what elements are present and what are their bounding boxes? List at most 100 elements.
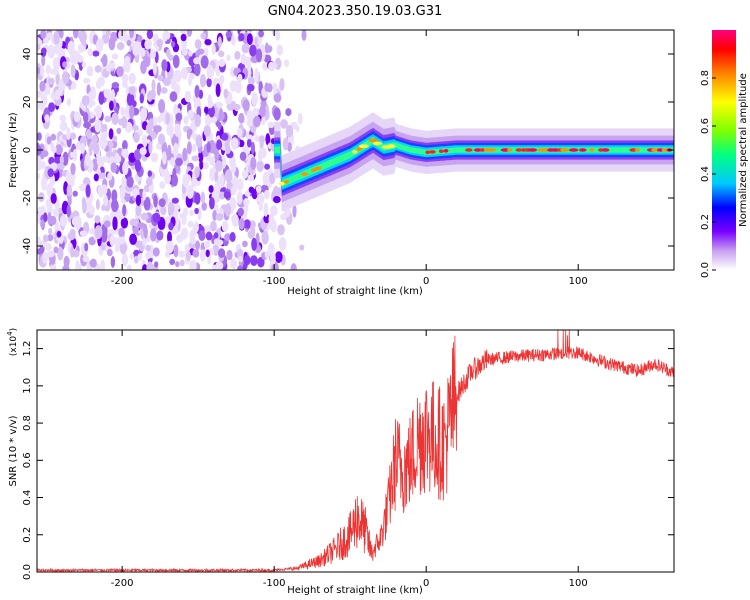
heatmap-cell [236,191,243,205]
heatmap-cell [254,36,259,44]
heatmap-cell [236,127,243,138]
heatmap-cell [84,153,91,167]
heatmap-cell [166,48,171,58]
heatmap-cell [97,76,105,87]
heatmap-cell [194,85,200,98]
heatmap-cell [256,35,263,45]
heatmap-hotspot [300,172,309,176]
heatmap-cell [181,191,187,201]
figure-title: GN04.2023.350.19.03.G31 [268,4,443,19]
heatmap-cell [75,259,80,270]
heatmap-cell [189,259,197,270]
heatmap-cell [255,48,263,63]
heatmap-cell [206,142,211,153]
heatmap-cell [122,140,128,151]
heatmap-cell [225,31,233,38]
heatmap-cell [66,127,71,141]
heatmap-cell [215,83,221,97]
heatmap-cell [191,155,200,162]
heatmap-cell [239,151,247,161]
heatmap-cell [107,172,113,181]
heatmap-hotspot [515,148,523,152]
heatmap-cell [110,162,118,173]
colorbar-gradient [712,30,736,270]
heatmap-cell [99,135,108,150]
heatmap-cell [194,207,199,215]
heatmap-cell [225,169,233,183]
heatmap-cell [62,61,67,68]
heatmap-cell [246,109,254,123]
heatmap-cell [160,205,167,216]
heatmap-cell [45,243,52,251]
heatmap-cell [230,100,236,110]
heatmap-cell [229,80,237,92]
heatmap-cell [253,115,261,128]
heatmap-cell [119,242,127,255]
heatmap-cell [46,136,52,145]
heatmap-cell [98,172,106,179]
heatmap-cell [210,116,218,124]
heatmap-cell [67,232,76,241]
heatmap-y-ticks: -40 -20 0 20 40 [22,48,674,254]
heatmap-cell [242,99,250,112]
heatmap-cell [151,152,159,163]
heatmap-cell [95,199,100,210]
heatmap-cell [266,45,273,53]
heatmap-cell [66,98,72,107]
heatmap-hotspot [473,148,482,152]
heatmap-cell [47,168,54,178]
heatmap-cell [187,109,194,120]
heatmap-cell [72,250,80,258]
heatmap-cell [164,31,171,40]
heatmap-cell [204,39,212,46]
heatmap-cell [129,30,134,39]
heatmap-cell [144,56,151,68]
heatmap-cell [256,160,264,173]
heatmap-cell [47,211,52,226]
snr-frame [36,329,675,573]
y-tick-label: 0.0 [22,564,33,580]
heatmap-cell [38,192,45,203]
heatmap-cell [46,204,53,216]
heatmap-cell [53,246,59,254]
colorbar-label: Normalized spectral amplitude [738,73,749,227]
heatmap-cell [169,258,176,265]
heatmap-hotspot [315,166,322,170]
heatmap-cell [173,244,179,258]
heatmap-cell [292,204,297,218]
heatmap-cell [238,33,245,42]
heatmap-cell [122,80,128,89]
heatmap-cell [256,193,265,205]
heatmap-cell [50,133,57,141]
heatmap-cell [52,66,60,76]
heatmap-cell [193,57,200,65]
heatmap-hotspot [661,148,669,152]
heatmap-cell [188,50,193,57]
heatmap-cell [170,41,176,48]
heatmap-cell [81,61,87,68]
heatmap-cell [122,204,127,217]
heatmap-cell [261,230,269,245]
heatmap-cell [84,242,89,252]
heatmap-cell [129,253,135,260]
heatmap-cell [137,222,145,229]
y-tick-label: 0.8 [22,415,33,431]
heatmap-cell [259,105,266,118]
heatmap-cell [59,114,66,122]
heatmap-cell [199,160,204,170]
heatmap-hotspot [428,150,436,154]
heatmap-cell [146,261,154,270]
heatmap-cell [81,95,90,106]
heatmap-cell [285,108,292,117]
heatmap-cell [137,35,143,43]
heatmap-cell [263,189,270,200]
heatmap-cell [221,132,229,141]
heatmap-cell [209,156,216,166]
heatmap-cell [152,62,157,75]
heatmap-hotspot [278,181,285,186]
snr-y-ticks: 0.0 0.2 0.4 0.6 0.8 1.0 1.2 [22,341,674,580]
y-tick-label: 1.2 [22,341,33,357]
heatmap-cell [186,141,192,155]
heatmap-hotspot [589,148,595,152]
